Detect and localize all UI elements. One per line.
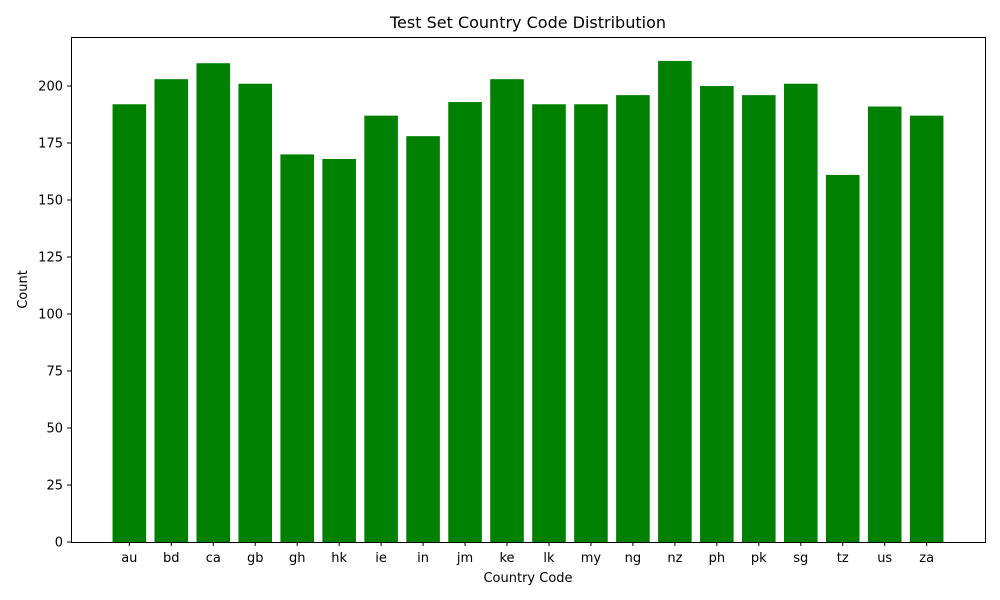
bar-gh [280, 154, 314, 542]
bar-tz [825, 174, 860, 542]
x-axis: au bd ca gb gh hk ie in jm ke lk my ng nz ph pk sg tz us za [121, 542, 934, 566]
x-tick-label-gb: gb [247, 551, 264, 566]
x-tick-label-lk: lk [543, 551, 555, 566]
y-tick-label-175: 175 [38, 137, 63, 152]
x-tick-label-pk: pk [751, 551, 767, 566]
bar-ca [196, 63, 231, 542]
y-axis: 0 25 50 75 100 125 150 175 200 [38, 80, 71, 551]
y-tick-label-75: 75 [46, 365, 63, 380]
x-tick-label-jm: jm [456, 551, 473, 566]
y-tick-label-100: 100 [38, 308, 63, 323]
bar-jm [448, 101, 482, 543]
x-tick-label-ca: ca [206, 551, 221, 566]
bar-pk [742, 95, 776, 542]
bar-nz [658, 60, 692, 542]
y-tick-label-200: 200 [38, 80, 63, 95]
bars-group [112, 60, 944, 543]
x-tick-label-za: za [919, 551, 934, 566]
bar-my [574, 104, 608, 543]
bar-bd [154, 79, 189, 542]
plot-frame [71, 37, 986, 543]
bar-ie [364, 115, 398, 542]
bar-ke [490, 79, 524, 542]
chart-title: Test Set Country Code Distribution [389, 13, 666, 32]
bar-ng [616, 95, 650, 542]
x-tick-label-bd: bd [163, 551, 180, 566]
y-tick-label-25: 25 [46, 479, 63, 494]
x-tick-label-ph: ph [709, 551, 726, 566]
bar-ph [700, 86, 734, 542]
x-tick-label-my: my [581, 551, 602, 566]
x-tick-label-ie: ie [375, 551, 387, 566]
y-tick-label-0: 0 [55, 536, 63, 551]
bar-us [867, 106, 902, 543]
x-tick-label-in: in [417, 551, 429, 566]
x-tick-label-tz: tz [837, 551, 849, 566]
x-tick-label-ke: ke [499, 551, 514, 566]
x-tick-label-au: au [121, 551, 137, 566]
y-axis-label: Count [16, 270, 31, 309]
x-tick-label-us: us [877, 551, 892, 566]
bar-gb [238, 83, 273, 542]
x-axis-label: Country Code [483, 571, 572, 586]
y-tick-label-125: 125 [38, 251, 63, 266]
bar-in [406, 136, 440, 542]
y-tick-label-150: 150 [38, 194, 63, 209]
bar-sg [783, 83, 818, 542]
bar-lk [532, 104, 566, 543]
bar-au [112, 104, 147, 543]
x-tick-label-ng: ng [625, 551, 642, 566]
x-tick-label-sg: sg [793, 551, 808, 566]
x-tick-label-nz: nz [667, 551, 682, 566]
x-tick-label-hk: hk [331, 551, 347, 566]
bar-za [909, 115, 944, 542]
y-tick-label-50: 50 [46, 422, 63, 437]
bar-hk [322, 158, 356, 543]
x-tick-label-gh: gh [289, 551, 306, 566]
